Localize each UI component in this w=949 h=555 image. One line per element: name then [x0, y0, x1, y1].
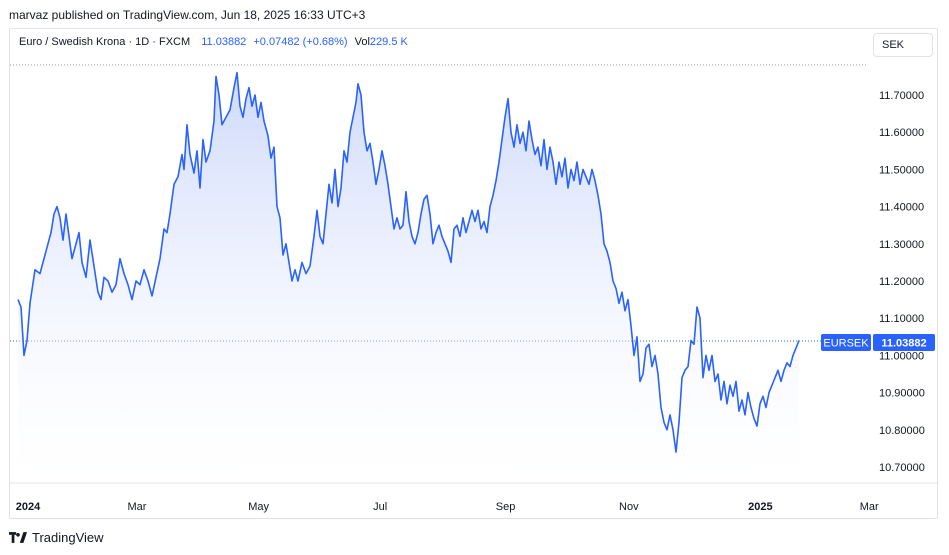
price-area-fill — [18, 72, 799, 483]
chart-frame — [9, 28, 938, 519]
x-tick-label: May — [248, 501, 269, 513]
y-tick-label: 10.70000 — [879, 462, 925, 474]
y-tick-label: 11.40000 — [879, 202, 924, 214]
y-tick-label: 11.30000 — [879, 239, 924, 251]
y-tick-label: 11.00000 — [879, 350, 924, 362]
legend-last-price: 11.03882 — [201, 36, 247, 48]
x-tick-label: 2024 — [16, 501, 41, 513]
legend-volume-value: 229.5 K — [369, 36, 408, 48]
x-tick-label: Sep — [496, 501, 516, 513]
brand-name: TradingView — [32, 530, 104, 545]
y-axis-ticks: 10.70000 10.80000 10.90000 11.00000 11.10000… — [879, 90, 925, 474]
legend-volume-label: Vol — [354, 36, 370, 48]
x-tick-label: Mar — [860, 501, 879, 513]
legend-symbol[interactable]: Euro / Swedish Krona · 1D · FXCM — [19, 36, 191, 48]
x-tick-label: Nov — [619, 501, 639, 513]
y-tick-label: 11.50000 — [879, 164, 924, 176]
price-tag: EURSEK 11.03882 — [821, 334, 935, 351]
price-tag-symbol-bg — [821, 334, 871, 351]
price-tag-value: 11.03882 — [881, 338, 926, 350]
y-tick-label: 11.60000 — [879, 127, 924, 139]
x-tick-label: Mar — [128, 501, 147, 513]
y-tick-label: 11.20000 — [879, 276, 924, 288]
chart-legend: Euro / Swedish Krona · 1D · FXCM 11.0388… — [19, 36, 408, 48]
price-tag-symbol: EURSEK — [823, 338, 869, 350]
y-tick-label: 11.70000 — [879, 90, 924, 102]
tradingview-logo-icon — [9, 532, 27, 543]
x-tick-label: 2025 — [748, 501, 772, 513]
y-tick-label: 10.90000 — [879, 388, 925, 400]
y-tick-label: 11.10000 — [879, 313, 924, 325]
x-tick-label: Jul — [373, 501, 387, 513]
price-tag-value-bg — [873, 334, 935, 351]
tradingview-brand: TradingView — [9, 530, 104, 545]
y-tick-label: 10.80000 — [879, 425, 925, 437]
price-line — [17, 71, 800, 453]
legend-change: +0.07482 (+0.68%) — [253, 36, 348, 48]
currency-button[interactable]: SEK — [873, 33, 933, 57]
x-axis-ticks: 2024MarMayJulSepNov2025MarMayJul — [16, 501, 879, 513]
publish-info: marvaz published on TradingView.com, Jun… — [9, 8, 366, 22]
